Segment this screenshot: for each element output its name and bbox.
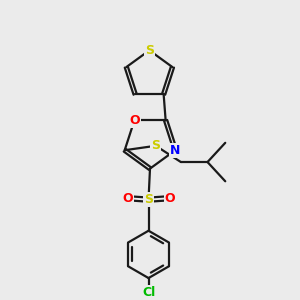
Text: O: O: [122, 192, 133, 205]
Text: S: S: [151, 139, 160, 152]
Text: N: N: [170, 144, 181, 157]
Text: O: O: [164, 192, 175, 205]
Text: Cl: Cl: [142, 286, 155, 299]
Text: S: S: [144, 193, 153, 206]
Text: S: S: [145, 44, 154, 57]
Text: O: O: [129, 114, 140, 127]
